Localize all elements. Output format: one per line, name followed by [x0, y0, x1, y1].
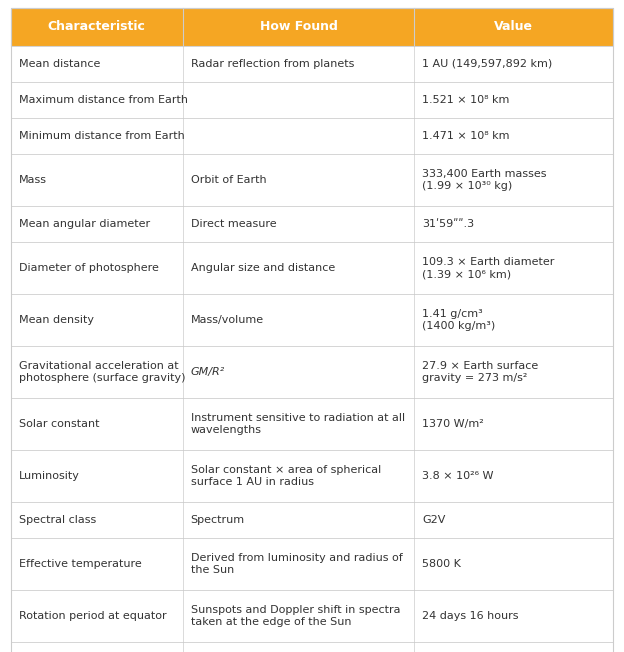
Text: 1370 W/m²: 1370 W/m² [422, 419, 484, 429]
Text: Derived from luminosity and radius of
the Sun: Derived from luminosity and radius of th… [190, 553, 402, 575]
Text: 31ʹ59ʺʺ.3: 31ʹ59ʺʺ.3 [422, 219, 474, 229]
Text: Spectrum: Spectrum [190, 515, 245, 525]
Text: Mean distance: Mean distance [19, 59, 100, 69]
Text: 333,400 Earth masses
(1.99 × 10³⁰ kg): 333,400 Earth masses (1.99 × 10³⁰ kg) [422, 169, 547, 191]
Text: Value: Value [494, 20, 533, 33]
Text: GM/R²: GM/R² [190, 367, 225, 377]
Bar [11, 82, 613, 118]
Text: Solar constant: Solar constant [19, 419, 99, 429]
Text: Gravitational acceleration at
photosphere (surface gravity): Gravitational acceleration at photospher… [19, 361, 185, 383]
Bar [11, 502, 613, 538]
Text: 1 AU (149,597,892 km): 1 AU (149,597,892 km) [422, 59, 553, 69]
Bar [11, 154, 613, 206]
Text: Spectral class: Spectral class [19, 515, 96, 525]
Text: How Found: How Found [260, 20, 338, 33]
Bar [11, 450, 613, 502]
Text: 27.9 × Earth surface
gravity = 273 m/s²: 27.9 × Earth surface gravity = 273 m/s² [422, 361, 539, 383]
Bar [11, 398, 613, 450]
Bar [11, 8, 613, 46]
Text: Rotation period at equator: Rotation period at equator [19, 611, 167, 621]
Text: Mean density: Mean density [19, 315, 94, 325]
Text: Luminosity: Luminosity [19, 471, 80, 481]
Text: G2V: G2V [422, 515, 446, 525]
Text: Angular size and distance: Angular size and distance [190, 263, 335, 273]
Text: Mean angular diameter: Mean angular diameter [19, 219, 150, 229]
Bar [11, 538, 613, 590]
Bar [11, 642, 613, 652]
Text: 1.471 × 10⁸ km: 1.471 × 10⁸ km [422, 131, 510, 141]
Text: Mass/volume: Mass/volume [190, 315, 264, 325]
Bar [11, 590, 613, 642]
Text: Mass: Mass [19, 175, 47, 185]
Bar [11, 118, 613, 154]
Bar [11, 206, 613, 242]
Text: Effective temperature: Effective temperature [19, 559, 142, 569]
Bar [11, 294, 613, 346]
Text: 5800 K: 5800 K [422, 559, 461, 569]
Bar [11, 346, 613, 398]
Text: 3.8 × 10²⁶ W: 3.8 × 10²⁶ W [422, 471, 494, 481]
Text: Orbit of Earth: Orbit of Earth [190, 175, 266, 185]
Text: Instrument sensitive to radiation at all
wavelengths: Instrument sensitive to radiation at all… [190, 413, 405, 435]
Text: Minimum distance from Earth: Minimum distance from Earth [19, 131, 185, 141]
Text: Radar reflection from planets: Radar reflection from planets [190, 59, 354, 69]
Text: Direct measure: Direct measure [190, 219, 276, 229]
Text: Sunspots and Doppler shift in spectra
taken at the edge of the Sun: Sunspots and Doppler shift in spectra ta… [190, 605, 400, 627]
Text: Solar constant × area of spherical
surface 1 AU in radius: Solar constant × area of spherical surfa… [190, 465, 381, 487]
Bar [11, 242, 613, 294]
Text: Characteristic: Characteristic [48, 20, 146, 33]
Text: Diameter of photosphere: Diameter of photosphere [19, 263, 159, 273]
Text: 1.521 × 10⁸ km: 1.521 × 10⁸ km [422, 95, 510, 105]
Bar [11, 46, 613, 82]
Text: Maximum distance from Earth: Maximum distance from Earth [19, 95, 188, 105]
Text: 1.41 g/cm³
(1400 kg/m³): 1.41 g/cm³ (1400 kg/m³) [422, 309, 495, 331]
Text: 24 days 16 hours: 24 days 16 hours [422, 611, 519, 621]
Text: 109.3 × Earth diameter
(1.39 × 10⁶ km): 109.3 × Earth diameter (1.39 × 10⁶ km) [422, 257, 555, 279]
